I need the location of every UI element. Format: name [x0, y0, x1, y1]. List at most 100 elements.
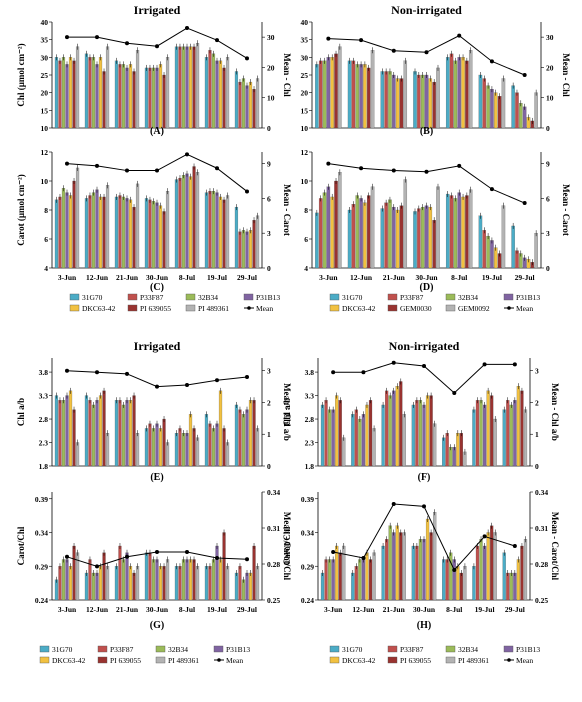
mean-point: [452, 390, 457, 395]
mean-point: [326, 161, 331, 166]
legend-swatch: [185, 293, 196, 301]
mean-point: [185, 383, 189, 387]
bar-pi-489361: [493, 418, 497, 467]
y-tick-label: 2.8: [39, 415, 49, 424]
bar-pi-639055: [222, 428, 226, 467]
mean-line: [66, 153, 248, 192]
bar-pi-639055: [368, 559, 373, 601]
bar-pi-639055: [192, 559, 196, 601]
bar-dkc63-42: [248, 230, 253, 269]
legend-swatch: [185, 304, 196, 312]
panel-label: (H): [417, 620, 431, 631]
bar-p33f87: [118, 64, 122, 129]
bar-dkc63-42: [456, 566, 460, 601]
bar-dkc63-42: [128, 566, 133, 601]
y-tick-label: 10: [41, 177, 49, 186]
y-tick-label: 3.3: [39, 392, 49, 401]
legend-label: 31G70: [342, 645, 363, 654]
bar-p33f87: [58, 196, 62, 269]
legend-label: 31G70: [82, 293, 103, 302]
mean-point: [489, 187, 494, 192]
bar-pi-489361: [195, 43, 200, 129]
bar-p31b13: [95, 189, 99, 269]
bar-dkc63-42: [516, 386, 521, 467]
bar-p33f87: [415, 545, 419, 601]
bar-pi-489361: [165, 191, 170, 269]
bar-pi-639055: [162, 74, 166, 129]
bar-32b34: [519, 103, 523, 129]
bar-dkc63-42: [395, 209, 400, 269]
y-tick-label: 1.8: [39, 462, 49, 471]
x-tick-label: 3-Jun: [319, 273, 338, 282]
bar-31g70: [84, 572, 89, 601]
bar-pi-639055: [72, 180, 76, 269]
y-tick-label: 25: [41, 71, 49, 80]
legend-swatch: [127, 293, 138, 301]
y2-tick-label: 0.31: [267, 524, 280, 533]
bar-31g70: [413, 211, 417, 269]
bar-31g70: [144, 198, 149, 269]
bar-32b34: [181, 559, 186, 601]
bar-31g70: [84, 53, 89, 129]
legend-label: PI 489361: [198, 304, 229, 313]
bar-p33f87: [449, 53, 454, 129]
legend-swatch: [127, 304, 138, 312]
legend-label: P31B13: [226, 645, 250, 654]
bar-dkc63-42: [365, 552, 369, 601]
bar-32b34: [241, 414, 246, 467]
y2-tick-label: 30: [546, 33, 554, 42]
panel-title: Non-irrigated: [391, 3, 462, 17]
bar-p33f87: [178, 566, 182, 601]
bar-p31b13: [326, 186, 331, 269]
bar-32b34: [211, 428, 216, 467]
bar-p31b13: [245, 572, 249, 601]
bar-pi-639055: [72, 409, 76, 467]
bar-p33f87: [118, 400, 122, 467]
mean-point: [331, 370, 336, 375]
legend-label: DKC63-42: [342, 304, 376, 313]
bar-dkc63-42: [363, 202, 367, 269]
bar-dkc63-42: [68, 390, 73, 467]
bar-p31b13: [522, 106, 527, 129]
mean-point: [361, 556, 366, 560]
bar-32b34: [211, 53, 216, 129]
bar-pi-489361: [523, 539, 528, 601]
bar-pi-489361: [195, 437, 200, 467]
y-tick-label: 2.8: [305, 415, 315, 424]
bar-32b34: [358, 418, 362, 467]
bar-p33f87: [178, 428, 182, 467]
bar-pi-639055: [459, 572, 463, 601]
mean-point: [391, 168, 396, 173]
y2-axis-label: Mean - Chl: [561, 53, 571, 97]
mean-point: [522, 201, 527, 206]
y2-tick-label: 0.28: [267, 560, 280, 569]
mean-point: [424, 50, 429, 55]
mean-point: [326, 36, 331, 41]
panel-h: 0.24 0.29 0.34 0.39 0.25 0.28 0.31 0.34 Carot/Ch…: [282, 488, 560, 665]
bar-32b34: [61, 400, 66, 467]
bar-p33f87: [58, 60, 62, 129]
bar-gem0092: [468, 189, 473, 269]
bar-31g70: [381, 545, 385, 601]
y-axis-label: Carot/Chl: [282, 526, 292, 565]
bar-p33f87: [354, 566, 358, 601]
legend-swatch: [69, 304, 80, 312]
bar-p33f87: [482, 78, 487, 129]
bar-gem0030: [432, 220, 436, 269]
bar-31g70: [413, 71, 417, 129]
bar-31g70: [411, 404, 415, 467]
mean-point: [95, 35, 99, 40]
bar-32b34: [418, 539, 423, 601]
bar-dkc63-42: [425, 518, 430, 601]
bar-pi-639055: [102, 196, 106, 269]
legend-swatch: [445, 293, 456, 301]
bar-pi-489361: [105, 566, 110, 601]
mean-point: [125, 371, 129, 376]
y2-tick-label: 0: [267, 462, 271, 471]
bar-dkc63-42: [158, 64, 163, 129]
bar-gem0030: [366, 67, 371, 129]
bar-gem0092: [370, 186, 375, 269]
bar-31g70: [442, 559, 446, 601]
